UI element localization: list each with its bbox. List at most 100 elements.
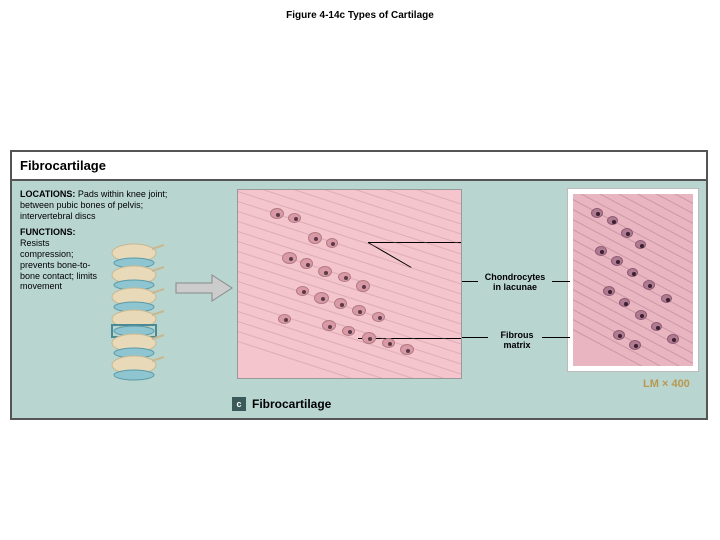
cell-nucleus — [648, 284, 652, 288]
chondrocytes-l1: Chondrocytes — [485, 272, 546, 282]
cell-nucleus — [302, 290, 306, 294]
cell-nucleus — [358, 310, 362, 314]
chondrocyte-cell — [400, 344, 414, 355]
functions-label: FUNCTIONS: — [20, 227, 76, 237]
chondrocyte-cell — [362, 332, 376, 344]
chondrocytes-label: Chondrocytes in lacunae — [475, 273, 555, 293]
fiber-line — [568, 237, 698, 322]
functions-text: Resists compression; prevents bone-to-bo… — [20, 238, 97, 291]
figure-title: Figure 4-14c Types of Cartilage — [0, 0, 720, 21]
magnification-label: LM × 400 — [643, 378, 690, 390]
cell-nucleus — [640, 244, 644, 248]
chondrocyte-cell — [372, 312, 385, 322]
leader-line — [462, 337, 488, 338]
panel-header: Fibrocartilage — [12, 152, 706, 181]
chondrocyte-cell — [338, 272, 351, 282]
caption-badge: c — [232, 397, 246, 411]
chondrocyte-cell — [352, 305, 366, 316]
chondrocyte-cell — [300, 258, 313, 269]
spine-illustration — [94, 241, 172, 389]
fiber-line — [568, 287, 698, 371]
chondrocyte-cell — [661, 294, 672, 303]
cell-nucleus — [600, 250, 604, 254]
lm-value: 400 — [668, 378, 689, 390]
chondrocyte-cell — [627, 268, 638, 277]
cell-nucleus — [344, 276, 348, 280]
lm-prefix: LM — [643, 378, 662, 390]
cell-nucleus — [324, 271, 328, 275]
micrograph-photo — [568, 189, 698, 371]
cell-nucleus — [289, 257, 293, 261]
chondrocyte-cell — [322, 320, 336, 331]
chondrocyte-cell — [288, 213, 301, 223]
leader-line — [552, 281, 570, 282]
cell-nucleus — [616, 260, 620, 264]
micrograph-illustration — [237, 189, 462, 379]
cell-nucleus — [406, 349, 410, 353]
cell-nucleus — [328, 325, 332, 329]
chondrocyte-cell — [270, 208, 284, 219]
chondrocyte-cell — [314, 292, 329, 304]
cell-nucleus — [634, 344, 638, 348]
cell-nucleus — [284, 318, 288, 322]
chondrocytes-l2: in lacunae — [493, 282, 537, 292]
cell-nucleus — [666, 298, 670, 302]
locations-label: LOCATIONS: — [20, 189, 75, 199]
leader-line — [542, 337, 570, 338]
leader-line — [368, 242, 462, 243]
fibrous-label: Fibrous matrix — [487, 331, 547, 351]
chondrocyte-cell — [326, 238, 338, 248]
panel-body: LOCATIONS: Pads within knee joint; betwe… — [12, 181, 706, 417]
cell-nucleus — [368, 337, 372, 341]
cell-nucleus — [378, 316, 382, 320]
cartilage-panel: Fibrocartilage LOCATIONS: Pads within kn… — [10, 150, 708, 420]
chondrocyte-cell — [651, 322, 662, 331]
chondrocyte-cell — [603, 286, 615, 296]
fiber-line — [568, 297, 698, 371]
chondrocyte-cell — [629, 340, 641, 350]
chondrocyte-cell — [342, 326, 355, 336]
chondrocyte-cell — [621, 228, 633, 238]
chondrocyte-cell — [282, 252, 297, 264]
cell-nucleus — [348, 330, 352, 334]
cell-nucleus — [626, 232, 630, 236]
cell-nucleus — [306, 263, 310, 267]
cell-nucleus — [618, 334, 622, 338]
fiber-line — [568, 247, 698, 332]
chondrocyte-cell — [607, 216, 618, 225]
cell-nucleus — [331, 242, 335, 246]
chondrocyte-cell — [611, 256, 623, 266]
chondrocyte-cell — [356, 280, 370, 292]
fibrous-l1: Fibrous — [501, 330, 534, 340]
chondrocyte-cell — [278, 314, 291, 324]
chondrocyte-cell — [318, 266, 332, 277]
chondrocyte-cell — [667, 334, 679, 344]
cell-nucleus — [640, 314, 644, 318]
cell-nucleus — [321, 297, 325, 301]
chondrocyte-cell — [635, 310, 647, 320]
caption-row: c Fibrocartilage — [232, 397, 331, 411]
caption-text: Fibrocartilage — [252, 397, 331, 411]
cell-nucleus — [276, 213, 280, 217]
fibrous-l2: matrix — [503, 340, 530, 350]
chondrocyte-cell — [308, 232, 322, 244]
chondrocyte-cell — [635, 240, 646, 249]
arrow-icon — [174, 273, 234, 303]
cell-nucleus — [632, 272, 636, 276]
cell-nucleus — [672, 338, 676, 342]
cell-nucleus — [624, 302, 628, 306]
cell-nucleus — [608, 290, 612, 294]
chondrocyte-cell — [591, 208, 603, 218]
chondrocyte-cell — [382, 338, 395, 348]
chondrocyte-cell — [296, 286, 309, 296]
chondrocyte-cell — [613, 330, 625, 340]
leader-line — [462, 281, 478, 282]
chondrocyte-cell — [619, 298, 630, 307]
chondrocyte-cell — [334, 298, 347, 309]
cell-nucleus — [294, 217, 298, 221]
cell-nucleus — [340, 303, 344, 307]
chondrocyte-cell — [643, 280, 655, 290]
cell-nucleus — [656, 326, 660, 330]
cell-nucleus — [596, 212, 600, 216]
cell-nucleus — [388, 342, 392, 346]
